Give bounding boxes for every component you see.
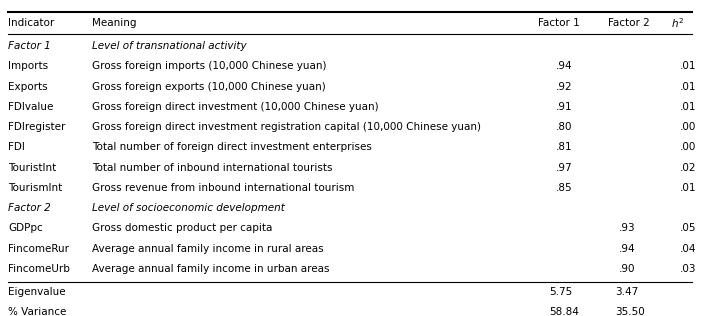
Text: Gross foreign exports (10,000 Chinese yuan): Gross foreign exports (10,000 Chinese yu… [92,82,326,92]
Text: Eigenvalue: Eigenvalue [8,287,66,297]
Text: .04: .04 [680,244,696,254]
Text: Factor 1: Factor 1 [538,18,580,28]
Text: TouristInt: TouristInt [8,163,57,173]
Text: GDPpc: GDPpc [8,223,43,234]
Text: Factor 2: Factor 2 [8,203,51,213]
Text: .94: .94 [618,244,635,254]
Text: .00: .00 [680,122,696,132]
Text: 58.84: 58.84 [549,307,578,316]
Text: Gross foreign direct investment (10,000 Chinese yuan): Gross foreign direct investment (10,000 … [92,102,378,112]
Text: .94: .94 [556,61,572,71]
Text: .01: .01 [680,102,696,112]
Text: .01: .01 [680,61,696,71]
Text: .81: .81 [556,143,572,152]
Text: .03: .03 [680,264,696,274]
Text: .91: .91 [556,102,572,112]
Text: Factor 1: Factor 1 [8,41,51,51]
Text: .90: .90 [618,264,635,274]
Text: % Variance: % Variance [8,307,67,316]
Text: .01: .01 [680,82,696,92]
Text: Gross foreign direct investment registration capital (10,000 Chinese yuan): Gross foreign direct investment registra… [92,122,481,132]
Text: Exports: Exports [8,82,48,92]
Text: Meaning: Meaning [92,18,137,28]
Text: Gross domestic product per capita: Gross domestic product per capita [92,223,272,234]
Text: .02: .02 [680,163,696,173]
Text: Factor 2: Factor 2 [608,18,650,28]
Text: TourismInt: TourismInt [8,183,62,193]
Text: .00: .00 [680,143,696,152]
Text: FincomeRur: FincomeRur [8,244,69,254]
Text: Average annual family income in urban areas: Average annual family income in urban ar… [92,264,329,274]
Text: FDIvalue: FDIvalue [8,102,54,112]
Text: FDIregister: FDIregister [8,122,66,132]
Text: $h^2$: $h^2$ [671,16,684,30]
Text: Level of socioeconomic development: Level of socioeconomic development [92,203,285,213]
Text: .92: .92 [556,82,572,92]
Text: FDI: FDI [8,143,25,152]
Text: Total number of inbound international tourists: Total number of inbound international to… [92,163,333,173]
Text: 35.50: 35.50 [615,307,645,316]
Text: .85: .85 [556,183,572,193]
Text: Imports: Imports [8,61,48,71]
Text: .01: .01 [680,183,696,193]
Text: 3.47: 3.47 [615,287,638,297]
Text: Gross foreign imports (10,000 Chinese yuan): Gross foreign imports (10,000 Chinese yu… [92,61,326,71]
Text: Level of transnational activity: Level of transnational activity [92,41,246,51]
Text: FincomeUrb: FincomeUrb [8,264,70,274]
Text: .93: .93 [618,223,635,234]
Text: .80: .80 [556,122,572,132]
Text: Indicator: Indicator [8,18,55,28]
Text: 5.75: 5.75 [549,287,572,297]
Text: .05: .05 [680,223,696,234]
Text: Gross revenue from inbound international tourism: Gross revenue from inbound international… [92,183,355,193]
Text: Average annual family income in rural areas: Average annual family income in rural ar… [92,244,324,254]
Text: Total number of foreign direct investment enterprises: Total number of foreign direct investmen… [92,143,372,152]
Text: .97: .97 [556,163,572,173]
